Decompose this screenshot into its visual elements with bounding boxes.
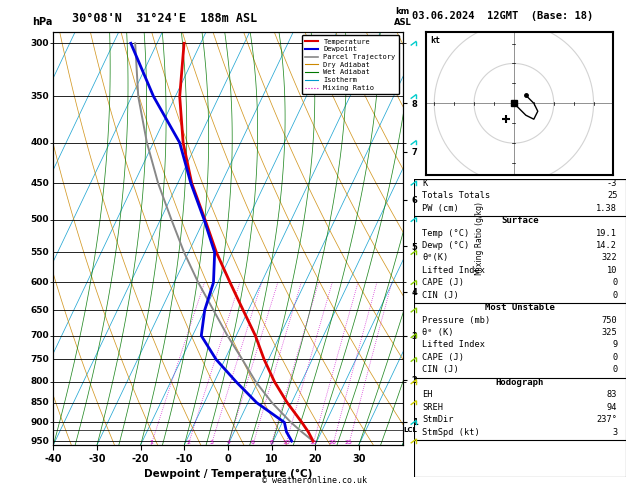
Text: 1: 1 [149,440,153,445]
Text: Totals Totals: Totals Totals [422,191,491,200]
Text: Most Unstable: Most Unstable [485,303,555,312]
Text: K: K [422,179,428,188]
Text: 500: 500 [30,215,49,224]
Text: 10: 10 [607,266,618,275]
Text: 19.1: 19.1 [596,228,618,238]
Text: 3: 3 [612,428,618,436]
Text: 850: 850 [30,398,49,407]
Text: 1.38: 1.38 [596,204,618,213]
Text: 0: 0 [612,278,618,287]
Text: 30°08'N  31°24'E  188m ASL: 30°08'N 31°24'E 188m ASL [72,12,258,25]
Legend: Temperature, Dewpoint, Parcel Trajectory, Dry Adiabat, Wet Adiabat, Isotherm, Mi: Temperature, Dewpoint, Parcel Trajectory… [302,35,399,94]
Text: 8: 8 [269,440,273,445]
Text: 400: 400 [30,138,49,147]
Text: Hodograph: Hodograph [496,378,544,387]
Text: -3: -3 [607,179,618,188]
Text: 94: 94 [607,402,618,412]
Text: 750: 750 [601,315,618,325]
Text: θᵉ (K): θᵉ (K) [422,328,454,337]
Text: Surface: Surface [501,216,538,225]
Text: StmSpd (kt): StmSpd (kt) [422,428,480,436]
Text: 350: 350 [30,92,49,101]
Text: CIN (J): CIN (J) [422,291,459,300]
Text: 237°: 237° [596,415,618,424]
Text: 950: 950 [30,436,49,446]
Text: 550: 550 [30,248,49,257]
Text: 6: 6 [251,440,255,445]
Text: 3: 3 [209,440,213,445]
Text: CAPE (J): CAPE (J) [422,278,464,287]
Text: 450: 450 [30,179,49,188]
Text: Lifted Index: Lifted Index [422,341,486,349]
Text: 83: 83 [607,390,618,399]
Text: 10: 10 [282,440,289,445]
Text: Lifted Index: Lifted Index [422,266,486,275]
Text: Dewp (°C): Dewp (°C) [422,241,470,250]
Text: 2: 2 [186,440,191,445]
Text: 25: 25 [345,440,353,445]
Text: 750: 750 [30,355,49,364]
Text: 20: 20 [329,440,337,445]
Text: 4: 4 [226,440,230,445]
Text: 15: 15 [309,440,317,445]
Text: CAPE (J): CAPE (J) [422,353,464,362]
Text: 0: 0 [612,291,618,300]
Text: 600: 600 [30,278,49,287]
Text: Temp (°C): Temp (°C) [422,228,470,238]
Text: 0: 0 [612,365,618,374]
Text: 03.06.2024  12GMT  (Base: 18): 03.06.2024 12GMT (Base: 18) [412,11,593,21]
Text: Mixing Ratio (g/kg): Mixing Ratio (g/kg) [475,202,484,275]
Text: 322: 322 [601,253,618,262]
Text: © weatheronline.co.uk: © weatheronline.co.uk [262,476,367,485]
Text: CIN (J): CIN (J) [422,365,459,374]
Text: SREH: SREH [422,402,443,412]
Text: 700: 700 [30,331,49,340]
Text: 25: 25 [607,191,618,200]
X-axis label: Dewpoint / Temperature (°C): Dewpoint / Temperature (°C) [144,469,312,479]
Text: 300: 300 [30,39,49,48]
Text: PW (cm): PW (cm) [422,204,459,213]
Text: StmDir: StmDir [422,415,454,424]
Text: 800: 800 [30,377,49,386]
Text: EH: EH [422,390,433,399]
Text: 0: 0 [612,353,618,362]
Text: Pressure (mb): Pressure (mb) [422,315,491,325]
Text: km
ASL: km ASL [394,7,411,27]
Text: 9: 9 [612,341,618,349]
Text: 14.2: 14.2 [596,241,618,250]
Text: kt: kt [430,36,440,45]
Text: LCL: LCL [403,427,417,433]
Text: 900: 900 [30,418,49,427]
Text: θᵉ(K): θᵉ(K) [422,253,448,262]
Text: 650: 650 [30,306,49,314]
Text: hPa: hPa [33,17,53,27]
Text: 325: 325 [601,328,618,337]
